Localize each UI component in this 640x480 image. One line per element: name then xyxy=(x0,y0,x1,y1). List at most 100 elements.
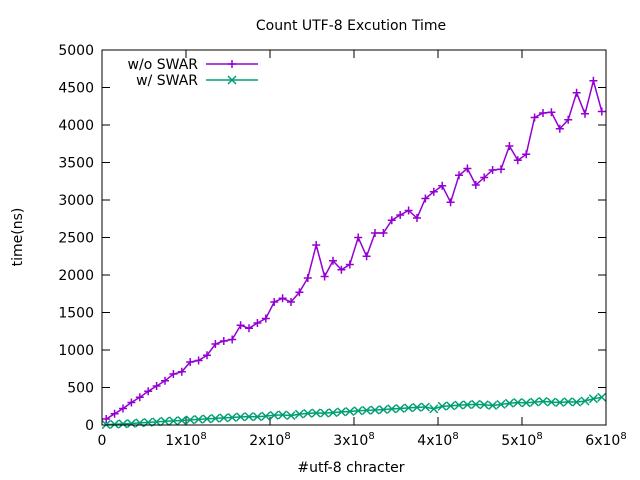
y-tick-label: 2500 xyxy=(58,231,94,247)
plus-marker xyxy=(513,156,522,165)
y-tick-label: 1000 xyxy=(58,343,94,359)
plus-marker xyxy=(413,214,421,222)
cross-marker xyxy=(118,419,128,429)
plus-marker xyxy=(488,166,497,174)
y-axis-label: time(ns) xyxy=(10,208,26,267)
plus-marker xyxy=(597,107,606,116)
cross-marker xyxy=(362,405,372,415)
cross-marker xyxy=(202,414,212,424)
plus-marker xyxy=(421,194,430,203)
legend-label: w/ SWAR xyxy=(136,73,198,89)
plus-marker xyxy=(555,124,564,133)
plus-marker xyxy=(228,60,236,68)
plus-marker xyxy=(354,233,363,242)
cross-marker xyxy=(504,398,514,408)
y-tick-label: 2000 xyxy=(58,268,94,284)
cross-marker xyxy=(588,394,598,404)
plus-marker xyxy=(581,109,589,118)
cross-marker xyxy=(345,406,355,417)
cross-marker xyxy=(126,418,136,429)
legend-label: w/o SWAR xyxy=(128,57,199,73)
y-tick-label: 0 xyxy=(85,418,94,434)
plus-marker xyxy=(119,404,127,413)
y-tick-label: 4000 xyxy=(58,118,94,134)
cross-marker xyxy=(479,400,489,410)
cross-marker xyxy=(210,413,220,423)
cross-marker xyxy=(219,413,229,423)
y-tick-label: 4500 xyxy=(58,81,94,97)
cross-marker xyxy=(286,411,296,421)
plus-marker xyxy=(186,358,195,366)
plus-marker xyxy=(144,387,153,396)
cross-marker xyxy=(462,400,472,410)
plus-marker xyxy=(547,108,556,117)
plus-marker xyxy=(161,376,169,385)
plus-marker xyxy=(169,370,178,378)
cross-marker xyxy=(437,401,447,411)
plus-marker xyxy=(211,340,220,348)
cross-marker xyxy=(110,419,120,429)
cross-marker xyxy=(177,415,187,426)
y-tick-label: 1500 xyxy=(58,306,94,322)
y-tick-label: 3000 xyxy=(58,193,94,209)
cross-marker xyxy=(269,410,279,420)
cross-marker xyxy=(194,414,204,424)
cross-marker xyxy=(454,400,464,410)
plus-marker xyxy=(228,335,237,344)
series-1 xyxy=(102,76,606,423)
cross-marker xyxy=(227,412,237,423)
cross-marker xyxy=(471,399,481,409)
cross-marker xyxy=(311,408,321,418)
plus-marker xyxy=(429,187,438,196)
plus-marker xyxy=(261,314,270,323)
plus-marker xyxy=(110,409,119,418)
cross-marker xyxy=(135,418,145,428)
cross-marker xyxy=(303,408,313,418)
plus-marker xyxy=(564,115,573,124)
cross-marker xyxy=(412,402,422,412)
cross-marker xyxy=(353,406,363,416)
cross-marker xyxy=(252,412,262,422)
cross-marker xyxy=(597,392,607,402)
cross-marker xyxy=(530,397,540,407)
cross-marker xyxy=(395,403,405,414)
plot-series xyxy=(101,76,607,430)
plus-marker xyxy=(589,76,598,85)
cross-marker xyxy=(404,403,414,413)
cross-marker xyxy=(420,402,430,412)
cross-marker xyxy=(168,416,178,426)
legend-marker xyxy=(227,75,237,85)
cross-marker xyxy=(244,412,254,422)
plus-marker xyxy=(471,181,480,189)
legend-marker xyxy=(228,60,236,68)
plus-marker xyxy=(135,393,144,402)
cross-marker xyxy=(488,400,498,411)
cross-marker xyxy=(446,401,456,411)
cross-marker xyxy=(513,397,523,408)
x-axis: 0 1x108 2x108 3x108 4x108 5x108 6x108 xyxy=(98,50,627,449)
y-tick-label: 500 xyxy=(67,381,94,397)
cross-marker xyxy=(538,396,548,406)
plus-marker xyxy=(245,324,253,333)
cross-marker xyxy=(580,396,590,406)
series-line xyxy=(105,77,603,420)
plus-marker xyxy=(337,265,346,274)
plus-marker xyxy=(371,229,379,237)
plus-marker xyxy=(219,337,228,345)
cross-marker xyxy=(546,397,556,407)
x-tick-label: 2x108 xyxy=(249,431,290,449)
plus-marker xyxy=(539,109,547,117)
plus-marker xyxy=(303,274,312,282)
plus-marker xyxy=(522,150,531,159)
cross-marker xyxy=(227,75,237,85)
plus-marker xyxy=(287,298,295,306)
plus-marker xyxy=(455,171,463,180)
cross-marker xyxy=(294,409,304,419)
series-line xyxy=(106,396,602,426)
x-tick-label: 0 xyxy=(98,433,107,449)
cross-marker xyxy=(278,410,288,420)
x-tick-label: 3x108 xyxy=(333,431,374,449)
plus-marker xyxy=(312,241,321,249)
plus-marker xyxy=(505,142,514,150)
plus-marker xyxy=(127,398,136,407)
